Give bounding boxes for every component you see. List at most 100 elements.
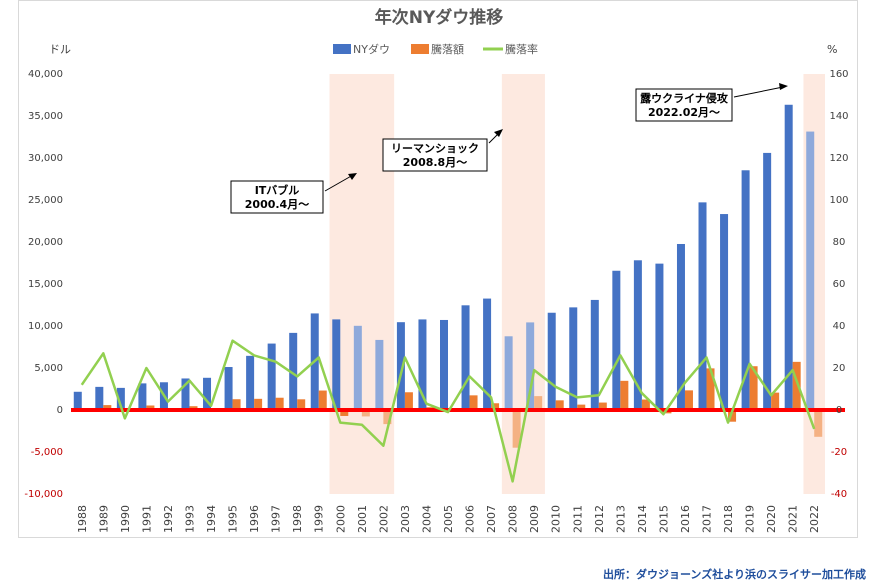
dow-bar <box>440 319 448 410</box>
dow-bar <box>741 170 750 410</box>
annotation-line: 2008.8月～ <box>403 156 467 169</box>
x-tick-label: 1989 <box>97 505 110 533</box>
annotation-box <box>635 88 733 122</box>
right-tick-label: -40 <box>831 489 847 500</box>
legend: NYダウ 騰落額 騰落率 <box>333 42 538 56</box>
dow-bar <box>612 270 621 410</box>
x-tick-label: 1999 <box>313 505 326 533</box>
annotation-ukraine: 露ウクライナ侵攻 2022.02月～ <box>635 83 788 122</box>
x-tick-label: 2016 <box>679 505 692 533</box>
change-bar <box>684 390 693 410</box>
dow-bar <box>418 319 427 410</box>
annotation-line: 露ウクライナ侵攻 <box>640 91 729 105</box>
change-bar <box>577 404 586 410</box>
change-bar <box>598 402 607 410</box>
change-bar <box>340 410 349 416</box>
x-tick-label: 2007 <box>485 505 498 533</box>
x-tick-label: 2022 <box>808 505 821 533</box>
source-note: 出所：ダウジョーンズ社より浜のスライサー加工作成 <box>602 568 866 581</box>
right-tick-label: 140 <box>829 111 848 122</box>
x-tick-label: 2012 <box>593 505 606 533</box>
right-tick-label: 80 <box>833 237 846 248</box>
right-tick-label: 0 <box>836 405 842 416</box>
change-bar <box>792 361 801 410</box>
change-bar <box>232 399 241 410</box>
dow-bar <box>806 131 815 411</box>
x-tick-label: 2017 <box>701 505 714 533</box>
x-tick-label: 2010 <box>550 505 563 533</box>
change-bar <box>491 403 500 410</box>
annotation-line: ITバブル <box>255 183 300 197</box>
x-tick-label: 1998 <box>291 505 304 533</box>
x-tick-label: 2003 <box>399 505 412 533</box>
x-tick-label: 1992 <box>162 505 175 533</box>
dow-bar <box>483 298 492 410</box>
x-tick-label: 2015 <box>657 505 670 533</box>
x-tick-label: 2018 <box>722 505 735 533</box>
dow-bar <box>203 377 212 410</box>
dow-bar <box>181 378 190 410</box>
left-tick-label: 5,000 <box>34 363 63 374</box>
legend-label-change: 騰落額 <box>431 42 464 56</box>
x-tick-label: 1988 <box>76 505 89 533</box>
dow-bar <box>289 332 298 410</box>
left-tick-label: -5,000 <box>31 447 63 458</box>
x-tick-label: 2001 <box>356 505 369 533</box>
x-tick-label: 2020 <box>765 505 778 533</box>
x-tick-label: 2021 <box>787 505 800 533</box>
right-tick-label: 160 <box>829 69 848 80</box>
left-tick-label: 35,000 <box>28 111 63 122</box>
annotation-arrowhead <box>348 173 357 180</box>
x-tick-label: 2000 <box>334 505 347 533</box>
x-tick-label: 1993 <box>183 505 196 533</box>
change-bar <box>641 399 650 410</box>
change-bar <box>383 410 392 425</box>
dow-bar <box>116 387 125 410</box>
x-tick-label: 1990 <box>119 505 132 533</box>
left-tick-label: -10,000 <box>24 489 63 500</box>
right-tick-label: 20 <box>833 363 846 374</box>
annotation-arrowhead <box>779 83 788 90</box>
legend-swatch-dow <box>333 44 351 54</box>
dow-bar <box>698 202 707 410</box>
left-tick-label: 30,000 <box>28 153 63 164</box>
annotation-it-bubble: ITバブル 2000.4月～ <box>230 173 357 214</box>
dow-bar <box>332 319 341 410</box>
dow-bar <box>375 339 384 410</box>
x-tick-label: 2009 <box>528 505 541 533</box>
left-tick-label: 0 <box>57 405 63 416</box>
shaded-period <box>329 74 395 494</box>
x-tick-label: 1996 <box>248 505 261 533</box>
dow-bar <box>461 305 470 410</box>
x-tick-label: 2019 <box>744 505 757 533</box>
x-tick-label: 1995 <box>227 505 240 533</box>
x-tick-label: 2005 <box>442 505 455 533</box>
left-axis-unit: ドル <box>49 43 71 56</box>
left-tick-label: 10,000 <box>28 321 63 332</box>
dow-bar <box>547 312 556 410</box>
x-tick-label: 2004 <box>420 505 433 533</box>
annotation-arrow <box>324 174 354 192</box>
annotation-lehman: リーマンショック 2008.8月～ <box>382 129 503 172</box>
left-tick-label: 15,000 <box>28 279 63 290</box>
change-bar <box>814 410 823 437</box>
annotation-box <box>230 180 324 214</box>
right-tick-label: 60 <box>833 279 846 290</box>
change-bar <box>297 399 306 410</box>
chart-title: 年次NYダウ推移 <box>375 7 504 28</box>
right-tick-label: -20 <box>831 447 847 458</box>
dow-bar <box>95 386 104 410</box>
x-tick-label: 2008 <box>507 505 520 533</box>
dow-bar <box>246 355 255 410</box>
left-tick-label: 25,000 <box>28 195 63 206</box>
dow-bar <box>353 325 362 410</box>
right-axis-unit: % <box>827 43 837 56</box>
legend-label-dow: NYダウ <box>353 42 390 56</box>
chart-svg: 40,000 35,000 30,000 25,000 20,000 15,000 10,0… <box>24 7 848 533</box>
x-tick-label: 2014 <box>636 505 649 533</box>
change-bar <box>512 410 521 448</box>
dow-bar <box>526 322 535 410</box>
chart-frame: 40,000 35,000 30,000 25,000 20,000 15,000 10,0… <box>18 0 858 538</box>
annotation-arrow <box>733 86 784 98</box>
x-tick-label: 1997 <box>270 505 283 533</box>
